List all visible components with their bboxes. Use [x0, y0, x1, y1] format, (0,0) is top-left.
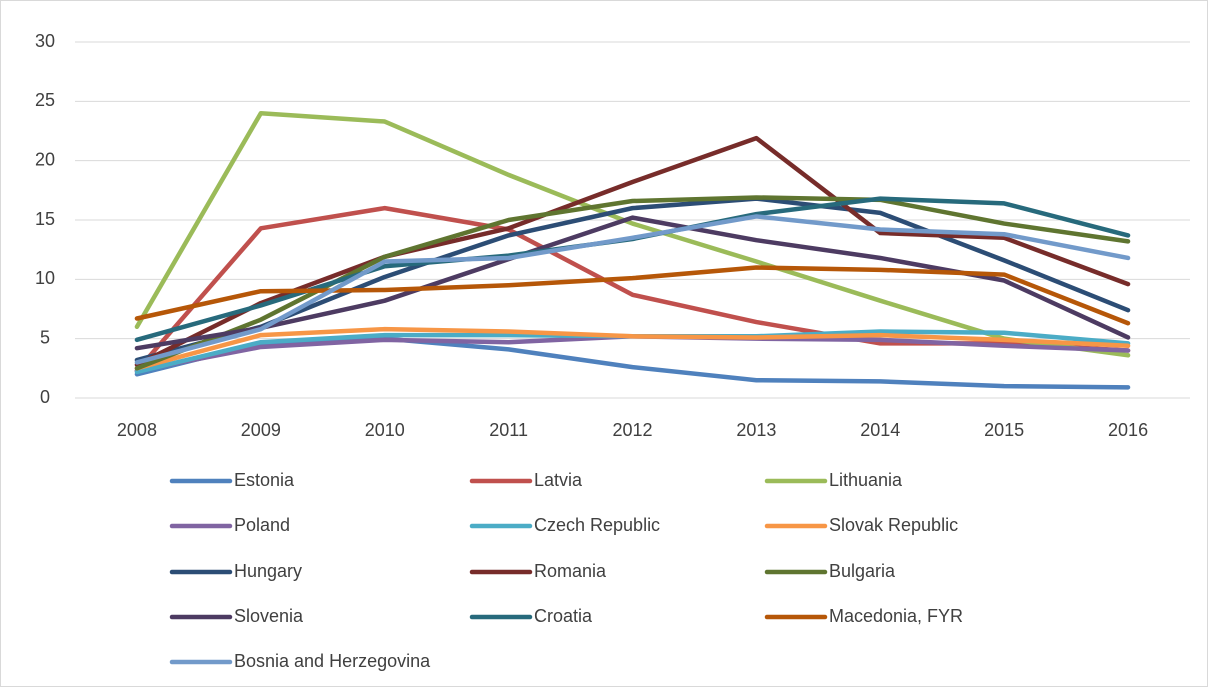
legend-label: Romania	[534, 561, 607, 581]
y-tick-label: 5	[40, 327, 50, 347]
legend-label: Estonia	[234, 470, 295, 490]
legend-label: Slovenia	[234, 606, 304, 626]
series-line	[134, 110, 1131, 358]
series-line	[134, 135, 1131, 368]
legend-label: Czech Republic	[534, 515, 660, 535]
series-line	[134, 326, 1131, 371]
legend-label: Lithuania	[829, 470, 903, 490]
x-tick-label: 2013	[736, 420, 776, 440]
x-tick-label: 2014	[860, 420, 900, 440]
legend-label: Bosnia and Herzegovina	[234, 651, 431, 671]
legend-label: Hungary	[234, 561, 302, 581]
legend-label: Slovak Republic	[829, 515, 958, 535]
y-tick-label: 10	[35, 268, 55, 288]
y-tick-label: 15	[35, 209, 55, 229]
x-tick-label: 2008	[117, 420, 157, 440]
y-tick-label: 30	[35, 31, 55, 51]
y-tick-label: 20	[35, 149, 55, 169]
legend-label: Macedonia, FYR	[829, 606, 963, 626]
series-line	[134, 196, 1131, 363]
x-tick-label: 2010	[365, 420, 405, 440]
x-tick-label: 2009	[241, 420, 281, 440]
x-tick-label: 2015	[984, 420, 1024, 440]
x-tick-label: 2016	[1108, 420, 1148, 440]
x-tick-label: 2012	[612, 420, 652, 440]
series-line	[134, 214, 1131, 365]
y-tick-label: 25	[35, 90, 55, 110]
legend-label: Croatia	[534, 606, 593, 626]
series-line	[134, 265, 1131, 326]
x-tick-label: 2011	[489, 420, 528, 440]
legend-label: Latvia	[534, 470, 583, 490]
legend-label: Bulgaria	[829, 561, 896, 581]
y-tick-label: 0	[40, 387, 50, 407]
series-line	[134, 195, 1131, 371]
legend-label: Poland	[234, 515, 290, 535]
